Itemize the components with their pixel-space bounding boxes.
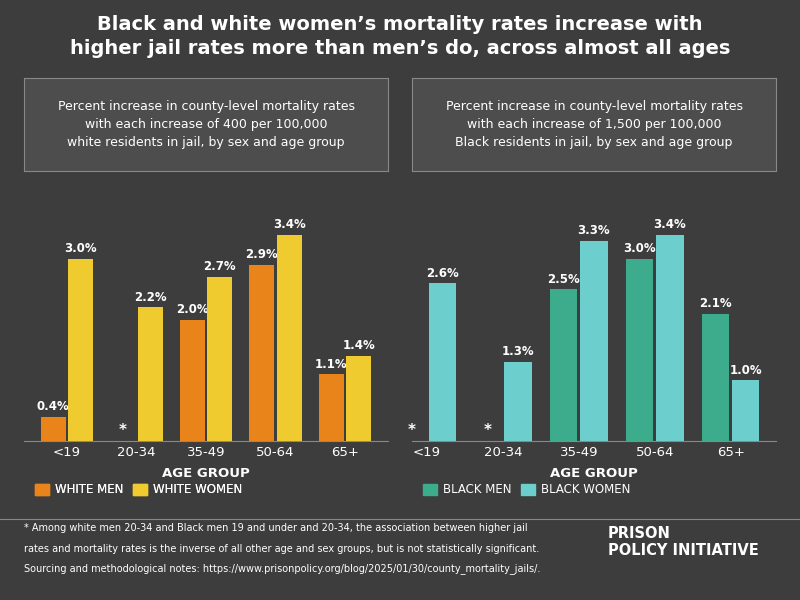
Bar: [207, 277, 233, 441]
Bar: [732, 380, 759, 441]
Bar: [550, 289, 578, 441]
Legend: WHITE MEN, WHITE WOMEN: WHITE MEN, WHITE WOMEN: [30, 479, 246, 501]
Text: PRISON
POLICY INITIATIVE: PRISON POLICY INITIATIVE: [608, 526, 758, 558]
Text: Percent increase in county-level mortality rates
with each increase of 1,500 per: Percent increase in county-level mortali…: [446, 100, 742, 149]
Bar: [626, 259, 653, 441]
Bar: [318, 374, 344, 441]
Text: *: *: [408, 423, 416, 438]
Bar: [346, 356, 371, 441]
Legend: BLACK MEN, BLACK WOMEN: BLACK MEN, BLACK WOMEN: [418, 479, 635, 501]
Text: 1.4%: 1.4%: [342, 340, 375, 352]
Text: * Among white men 20-34 and Black men 19 and under and 20-34, the association be: * Among white men 20-34 and Black men 19…: [24, 523, 528, 533]
Text: Percent increase in county-level mortality rates
with each increase of 400 per 1: Percent increase in county-level mortali…: [58, 100, 354, 149]
Text: Black and white women’s mortality rates increase with
higher jail rates more tha: Black and white women’s mortality rates …: [70, 15, 730, 58]
Text: 3.0%: 3.0%: [65, 242, 97, 255]
Text: 3.0%: 3.0%: [623, 242, 656, 255]
Text: 2.1%: 2.1%: [699, 297, 732, 310]
Bar: [580, 241, 608, 441]
Bar: [179, 320, 205, 441]
Bar: [138, 307, 163, 441]
X-axis label: AGE GROUP: AGE GROUP: [162, 467, 250, 480]
Bar: [429, 283, 456, 441]
Text: 1.1%: 1.1%: [315, 358, 347, 371]
Bar: [277, 235, 302, 441]
Bar: [656, 235, 683, 441]
Text: 2.7%: 2.7%: [203, 260, 236, 274]
Text: *: *: [118, 423, 126, 438]
Bar: [702, 314, 729, 441]
Text: rates and mortality rates is the inverse of all other age and sex groups, but is: rates and mortality rates is the inverse…: [24, 544, 539, 554]
X-axis label: AGE GROUP: AGE GROUP: [550, 467, 638, 480]
Text: 2.6%: 2.6%: [426, 266, 458, 280]
Text: 2.5%: 2.5%: [547, 272, 580, 286]
Bar: [41, 417, 66, 441]
Text: 3.3%: 3.3%: [578, 224, 610, 237]
Text: 3.4%: 3.4%: [654, 218, 686, 231]
Text: 2.9%: 2.9%: [246, 248, 278, 262]
Text: 3.4%: 3.4%: [273, 218, 306, 231]
Text: 1.0%: 1.0%: [730, 364, 762, 377]
Text: 1.3%: 1.3%: [502, 346, 534, 358]
Bar: [249, 265, 274, 441]
Text: 2.2%: 2.2%: [134, 291, 166, 304]
Text: *: *: [484, 423, 492, 438]
Bar: [505, 362, 532, 441]
Bar: [68, 259, 94, 441]
Text: Sourcing and methodological notes: https://www.prisonpolicy.org/blog/2025/01/30/: Sourcing and methodological notes: https…: [24, 563, 540, 574]
Text: 2.0%: 2.0%: [176, 303, 209, 316]
Text: 0.4%: 0.4%: [37, 400, 70, 413]
